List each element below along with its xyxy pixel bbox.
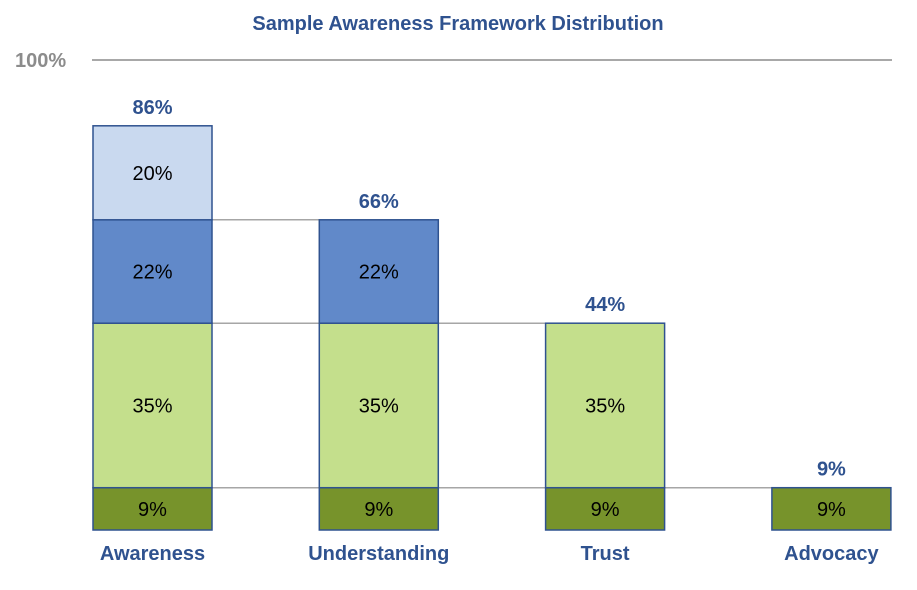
bar-segment	[318, 219, 440, 324]
bar-segment	[92, 486, 213, 531]
total-label: 9%	[817, 459, 846, 481]
bar-segment	[318, 486, 440, 531]
reference-line-label: 100%	[15, 50, 66, 72]
segment-label: 35%	[359, 395, 399, 417]
connector-lines	[212, 219, 772, 489]
bar-segment	[92, 219, 213, 324]
category-label: Understanding	[308, 543, 449, 565]
segment-label: 9%	[817, 499, 846, 521]
segment-label: 22%	[359, 262, 399, 284]
labels: 9% 35% 22% 20% 86% Awareness 9% 35% 22% 66% Unders…	[100, 97, 880, 565]
bar-segment	[544, 322, 666, 489]
category-label: Advocacy	[784, 543, 879, 565]
total-label: 66%	[359, 191, 399, 213]
segment-label: 35%	[585, 395, 625, 417]
bars	[92, 125, 892, 531]
total-label: 44%	[585, 294, 625, 316]
category-label: Awareness	[100, 543, 205, 565]
segment-label: 9%	[364, 499, 393, 521]
chart-title: Sample Awareness Framework Distribution	[252, 13, 663, 35]
total-label: 86%	[132, 97, 172, 119]
segment-label: 22%	[132, 262, 172, 284]
bar-segment	[92, 322, 213, 489]
category-label: Trust	[581, 543, 630, 565]
segment-label: 35%	[132, 395, 172, 417]
bar-segment	[92, 125, 213, 221]
segment-label: 20%	[132, 163, 172, 185]
bar-segment	[771, 486, 892, 531]
bar-segment	[318, 322, 440, 489]
segment-label: 9%	[591, 499, 620, 521]
segment-label: 9%	[138, 499, 167, 521]
bar-segment	[544, 486, 666, 531]
